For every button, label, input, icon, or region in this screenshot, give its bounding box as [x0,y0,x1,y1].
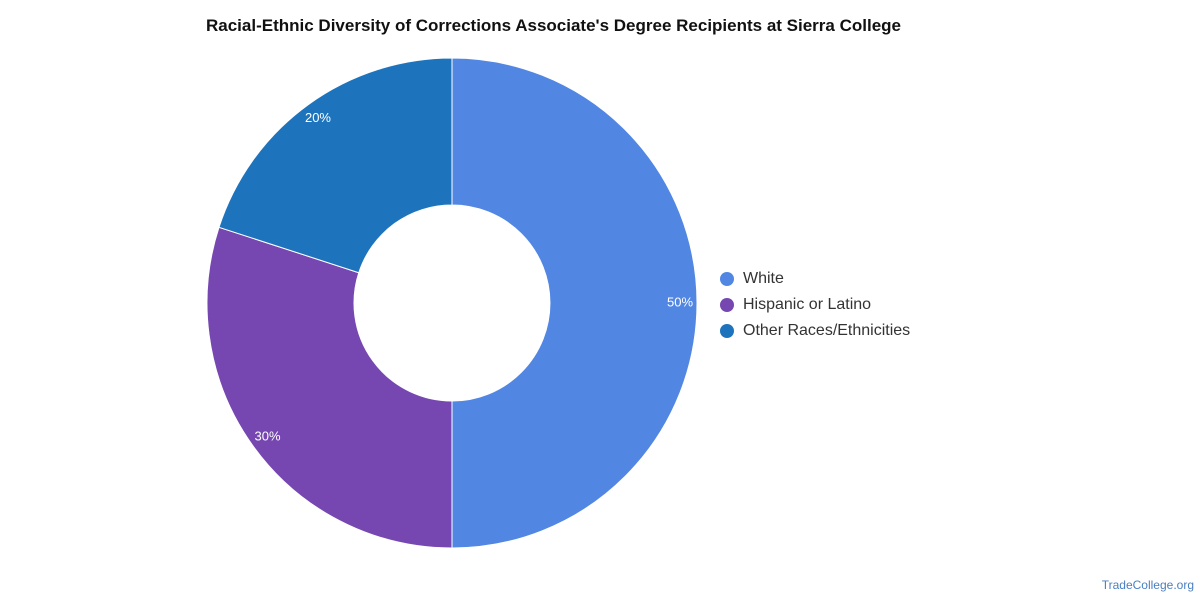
legend-label: White [743,270,784,287]
donut-slice-hispanic-or-latino[interactable] [206,226,453,549]
legend-item[interactable]: White [720,266,910,292]
legend-swatch-icon [720,324,734,338]
legend-label: Hispanic or Latino [743,296,872,313]
legend-label: Other Races/Ethnicities [743,322,911,339]
chart-title: Racial-Ethnic Diversity of Corrections A… [206,16,901,35]
slice-value-label: 30% [255,428,281,443]
legend-swatch-icon [720,272,734,286]
legend-item[interactable]: Other Races/Ethnicities [720,318,910,344]
legend-swatch-icon [720,298,734,312]
source-credit[interactable]: TradeCollege.org [1101,578,1194,592]
donut-slice-other-races-ethnicities[interactable] [218,57,453,274]
slice-value-label: 20% [305,110,331,125]
slice-value-label: 50% [667,294,693,309]
legend-item[interactable]: Hispanic or Latino [720,292,910,318]
chart-legend: White Hispanic or Latino Other Races/Ethni… [720,266,910,344]
donut-slice-white[interactable] [451,57,698,549]
